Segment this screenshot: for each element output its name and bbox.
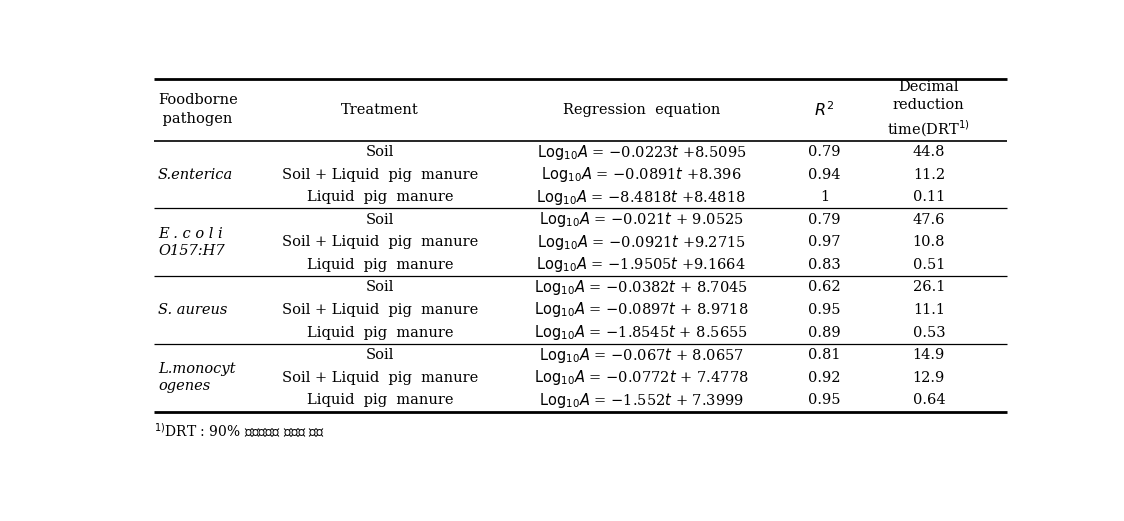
Text: Foodborne
 pathogen: Foodborne pathogen [157, 93, 237, 127]
Text: E . c o l i
O157:H7: E . c o l i O157:H7 [157, 227, 225, 258]
Text: 0.95: 0.95 [808, 393, 841, 407]
Text: Soil + Liquid  pig  manure: Soil + Liquid pig manure [282, 168, 478, 182]
Text: Liquid  pig  manure: Liquid pig manure [307, 190, 453, 204]
Text: 47.6: 47.6 [913, 213, 945, 227]
Text: Liquid  pig  manure: Liquid pig manure [307, 258, 453, 272]
Text: 0.89: 0.89 [808, 326, 841, 340]
Text: 12.9: 12.9 [913, 370, 945, 384]
Text: Soil: Soil [366, 280, 395, 294]
Text: $\mathrm{Log}_{10}$$\mathit{A}$ = −0.067$\mathit{t}$ + 8.0657: $\mathrm{Log}_{10}$$\mathit{A}$ = −0.067… [540, 345, 744, 365]
Text: $\mathrm{Log}_{10}$$\mathit{A}$ = −0.021$\mathit{t}$ + 9.0525: $\mathrm{Log}_{10}$$\mathit{A}$ = −0.021… [538, 210, 744, 229]
Text: Regression  equation: Regression equation [563, 103, 720, 117]
Text: 11.2: 11.2 [913, 168, 945, 182]
Text: 0.83: 0.83 [808, 258, 841, 272]
Text: $\mathrm{Log}_{10}$$\mathit{A}$ = −8.4818$\mathit{t}$ +8.4818: $\mathrm{Log}_{10}$$\mathit{A}$ = −8.481… [536, 188, 746, 207]
Text: 0.79: 0.79 [808, 213, 841, 227]
Text: 0.92: 0.92 [808, 370, 841, 384]
Text: $\mathrm{Log}_{10}$$\mathit{A}$ = −0.0891$\mathit{t}$ +8.396: $\mathrm{Log}_{10}$$\mathit{A}$ = −0.089… [541, 165, 742, 184]
Text: 0.95: 0.95 [808, 303, 841, 317]
Text: Decimal
reduction
time(DRT$^{1)}$: Decimal reduction time(DRT$^{1)}$ [887, 80, 970, 139]
Text: Soil: Soil [366, 213, 395, 227]
Text: 14.9: 14.9 [913, 348, 945, 362]
Text: S. aureus: S. aureus [157, 303, 227, 317]
Text: 0.94: 0.94 [808, 168, 841, 182]
Text: 0.81: 0.81 [808, 348, 841, 362]
Text: 0.97: 0.97 [808, 235, 841, 249]
Text: $\mathrm{Log}_{10}$$\mathit{A}$ = −1.8545$\mathit{t}$ + 8.5655: $\mathrm{Log}_{10}$$\mathit{A}$ = −1.854… [535, 323, 749, 342]
Text: 11.1: 11.1 [913, 303, 945, 317]
Text: $\mathrm{Log}_{10}$$\mathit{A}$ = −1.552$\mathit{t}$ + 7.3999: $\mathrm{Log}_{10}$$\mathit{A}$ = −1.552… [538, 391, 744, 410]
Text: Liquid  pig  manure: Liquid pig manure [307, 393, 453, 407]
Text: Soil + Liquid  pig  manure: Soil + Liquid pig manure [282, 370, 478, 384]
Text: Soil: Soil [366, 145, 395, 159]
Text: 0.62: 0.62 [808, 280, 841, 294]
Text: 0.11: 0.11 [913, 190, 945, 204]
Text: 44.8: 44.8 [913, 145, 945, 159]
Text: $\mathit{R}^{2}$: $\mathit{R}^{2}$ [814, 101, 834, 119]
Text: Soil: Soil [366, 348, 395, 362]
Text: 1: 1 [819, 190, 828, 204]
Text: $^{1)}$DRT : 90% 사멸하는데 걸리는 시간: $^{1)}$DRT : 90% 사멸하는데 걸리는 시간 [154, 421, 324, 440]
Text: Liquid  pig  manure: Liquid pig manure [307, 326, 453, 340]
Text: $\mathrm{Log}_{10}$$\mathit{A}$ = −1.9505$\mathit{t}$ +9.1664: $\mathrm{Log}_{10}$$\mathit{A}$ = −1.950… [536, 255, 746, 275]
Text: $\mathrm{Log}_{10}$$\mathit{A}$ = −0.0382$\mathit{t}$ + 8.7045: $\mathrm{Log}_{10}$$\mathit{A}$ = −0.038… [534, 278, 749, 297]
Text: Treatment: Treatment [342, 103, 419, 117]
Text: $\mathrm{Log}_{10}$$\mathit{A}$ = −0.0921$\mathit{t}$ +9.2715: $\mathrm{Log}_{10}$$\mathit{A}$ = −0.092… [537, 233, 746, 252]
Text: Soil + Liquid  pig  manure: Soil + Liquid pig manure [282, 303, 478, 317]
Text: S.enterica: S.enterica [157, 168, 233, 182]
Text: 26.1: 26.1 [913, 280, 945, 294]
Text: 10.8: 10.8 [913, 235, 945, 249]
Text: 0.51: 0.51 [913, 258, 945, 272]
Text: Soil + Liquid  pig  manure: Soil + Liquid pig manure [282, 235, 478, 249]
Text: $\mathrm{Log}_{10}$$\mathit{A}$ = −0.0223$\mathit{t}$ +8.5095: $\mathrm{Log}_{10}$$\mathit{A}$ = −0.022… [536, 143, 746, 162]
Text: $\mathrm{Log}_{10}$$\mathit{A}$ = −0.0772$\mathit{t}$ + 7.4778: $\mathrm{Log}_{10}$$\mathit{A}$ = −0.077… [534, 368, 749, 387]
Text: L.monocyt
ogenes: L.monocyt ogenes [157, 362, 235, 393]
Text: 0.53: 0.53 [913, 326, 945, 340]
Text: 0.64: 0.64 [913, 393, 945, 407]
Text: $\mathrm{Log}_{10}$$\mathit{A}$ = −0.0897$\mathit{t}$ + 8.9718: $\mathrm{Log}_{10}$$\mathit{A}$ = −0.089… [534, 301, 749, 319]
Text: 0.79: 0.79 [808, 145, 841, 159]
